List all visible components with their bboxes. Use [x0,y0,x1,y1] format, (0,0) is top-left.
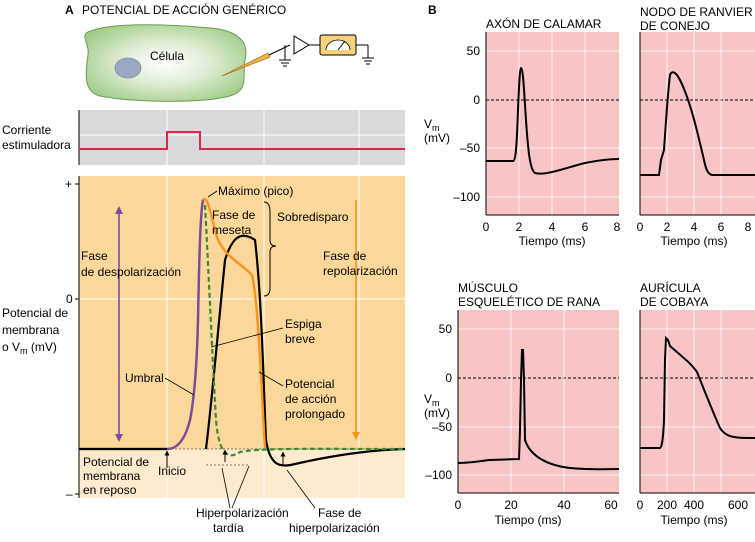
label-hyper-phase-2: hiperpolarización [289,521,380,535]
plot2-x-tick-4: 4 [691,220,698,234]
plot3-x-label: Tiempo (ms) [495,513,562,527]
plot1-x-tick-2: 2 [516,220,523,234]
ap-black-tail [204,234,406,467]
plot1-y-label: Vm [424,117,440,133]
panel-b-letter: B [428,3,437,17]
plot4-x-label: Tiempo (ms) [661,513,728,527]
label-onset: Inicio [158,464,186,478]
y-label-3: o Vm (mV) [2,340,57,356]
plot1-x-tick-8: 8 [614,220,621,234]
plot3-y-tick-n100: –100 [425,468,452,482]
plot3-y-unit: (mV) [424,406,450,420]
plot3-y-label: Vm [424,392,440,408]
plot3-x-tick-40: 40 [557,498,571,512]
label-repol-2: repolarización [323,264,398,278]
label-hyper-phase-1: Fase de [318,506,362,520]
label-threshold: Umbral [125,371,164,385]
label-overshoot: Sobredisparo [277,210,349,224]
plot3-y-tick-n50: –50 [432,420,452,434]
plot4-title-2: DE COBAYA [640,295,708,309]
plot1-x-tick-6: 6 [582,220,589,234]
plot-rabbit-node: NODO DE RANVIER DE CONEJO 0 2 4 6 8 Tiem… [637,5,755,248]
plot1-title-1: AXÓN DE CALAMAR [486,16,602,31]
plot4-x-tick-400: 400 [684,498,704,512]
nucleus [114,57,142,79]
label-prolonged-3: prolongado [285,407,345,421]
plot3-y-tick-0: 0 [445,371,452,385]
y-tick-minus: – [66,487,73,501]
depolarization-trace [166,199,205,451]
plot4-x-tick-0: 0 [637,498,644,512]
plot1-y-tick-n50: –50 [460,141,480,155]
label-brief-2: breve [285,332,315,346]
brief-spike-trace [203,204,406,457]
plot2-x-tick-0: 0 [637,220,644,234]
plot3-y-tick-50: 50 [439,322,453,336]
plot2-x-label: Tiempo (ms) [661,234,728,248]
stim-label-1: Corriente [2,123,52,137]
action-potential-panel: + 0 – Potencial de membrana o Vm (mV) Má… [2,176,406,535]
plot2-x-tick-8: 8 [745,220,752,234]
cell-label: Célula [150,49,184,63]
plot1-y-tick-50: 50 [467,44,481,58]
y-tick-zero: 0 [66,292,73,306]
panel-a-letter: A [65,3,74,17]
stimulus-trace [79,131,405,150]
stimulus-panel: Corriente estimuladora [2,110,405,165]
plot1-x-label: Tiempo (ms) [519,234,586,248]
plot1-y-tick-n100: –100 [453,190,480,204]
plot2-title-1: NODO DE RANVIER [640,5,753,19]
y-label-1: Potencial de [2,306,68,320]
stim-label-2: estimuladora [2,138,71,152]
plot2-x-tick-6: 6 [718,220,725,234]
plot4-title-1: AURÍCULA [640,280,701,295]
label-rest-2: membrana [83,469,141,483]
squid-axon-trace [486,66,620,175]
label-rest-1: Potencial de [83,455,149,469]
label-late-hyper-2: tardía [213,521,244,535]
panel-a-title: POTENCIAL DE ACCIÓN GENÉRICO [82,2,286,17]
y-tick-plus: + [65,177,72,191]
frog-muscle-trace [457,349,620,471]
plot3-x-tick-60: 60 [604,498,618,512]
label-plateau-1: Fase de [212,208,256,222]
plot1-x-tick-0: 0 [483,220,490,234]
plot2-title-2: DE CONEJO [640,19,710,33]
plot1-x-tick-4: 4 [549,220,556,234]
label-repol-1: Fase de [323,249,367,263]
plot1-y-unit: (mV) [424,131,450,145]
plot-frog-muscle: MÚSCULO ESQUELÉTICO DE RANA 50 0 –50 –10… [424,280,620,527]
plot3-title-2: ESQUELÉTICO DE RANA [458,294,600,309]
plot3-title-1: MÚSCULO [458,280,518,295]
label-depol-2: de despolarización [81,265,181,279]
plot1-y-tick-0: 0 [473,93,480,107]
y-label-2: membrana [2,323,60,337]
amplifier-icon [293,35,310,55]
label-depol-1: Fase [81,249,108,263]
cell-illustration: Célula [84,24,374,102]
label-rest-3: en reposo [83,483,137,497]
plot4-x-tick-600: 600 [728,498,748,512]
plot3-x-tick-20: 20 [504,498,518,512]
plot2-x-tick-2: 2 [664,220,671,234]
rabbit-node-trace [640,71,755,176]
label-prolonged-2: de acción [285,392,336,406]
plot4-x-tick-200: 200 [657,498,677,512]
label-prolonged-1: Potencial [285,377,334,391]
label-plateau-2: meseta [212,223,252,237]
plot-guinea-pig-atrium: AURÍCULA DE COBAYA 0 200 400 600 Tiempo … [637,280,755,527]
label-brief-1: Espiga [285,317,322,331]
plot-squid-axon: AXÓN DE CALAMAR 50 0 –50 –100 0 2 4 6 8 … [424,16,621,248]
atrium-trace [640,335,755,449]
label-late-hyper-1: Hiperpolarización [196,506,289,520]
plot3-x-tick-0: 0 [455,498,462,512]
overshoot-brace [263,201,277,297]
label-max-peak: Máximo (pico) [218,184,293,198]
